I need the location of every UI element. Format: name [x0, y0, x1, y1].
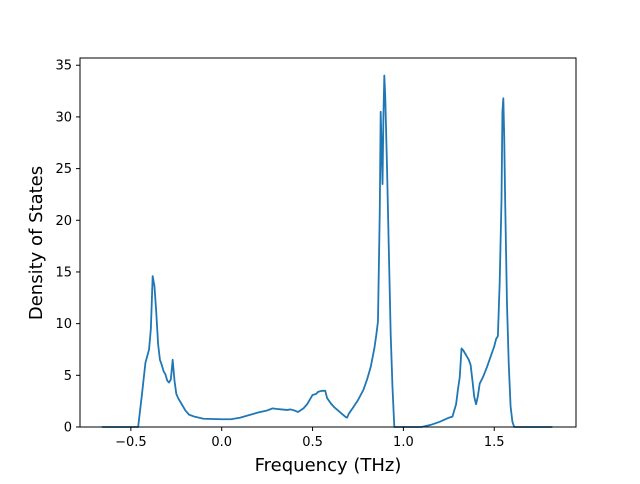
x-tick-label: 0.5: [302, 435, 323, 450]
axes-frame: [79, 57, 577, 428]
y-axis-label: Density of States: [26, 166, 47, 320]
y-tick-label: 15: [55, 265, 72, 280]
x-tick-label: −0.5: [115, 435, 147, 450]
y-tick-label: 10: [55, 317, 72, 332]
x-axis-label: Frequency (THz): [255, 455, 402, 476]
x-tick-label: 0.0: [211, 435, 232, 450]
axes: −0.5 0.0 0.5 1.0 1.5 0 5 10 15 20 25 30 35: [55, 57, 577, 450]
x-tick-label: 1.0: [393, 435, 414, 450]
plot-area: [101, 74, 553, 428]
y-tick-label: 30: [55, 110, 72, 125]
y-tick-label: 25: [55, 162, 72, 177]
dos-series-line-0: [101, 74, 553, 428]
y-tick-label: 0: [64, 421, 72, 436]
x-tick-label: 1.5: [484, 435, 505, 450]
y-tick-label: 5: [64, 369, 72, 384]
y-tick-label: 35: [55, 59, 72, 74]
y-tick-label: 20: [55, 214, 72, 229]
